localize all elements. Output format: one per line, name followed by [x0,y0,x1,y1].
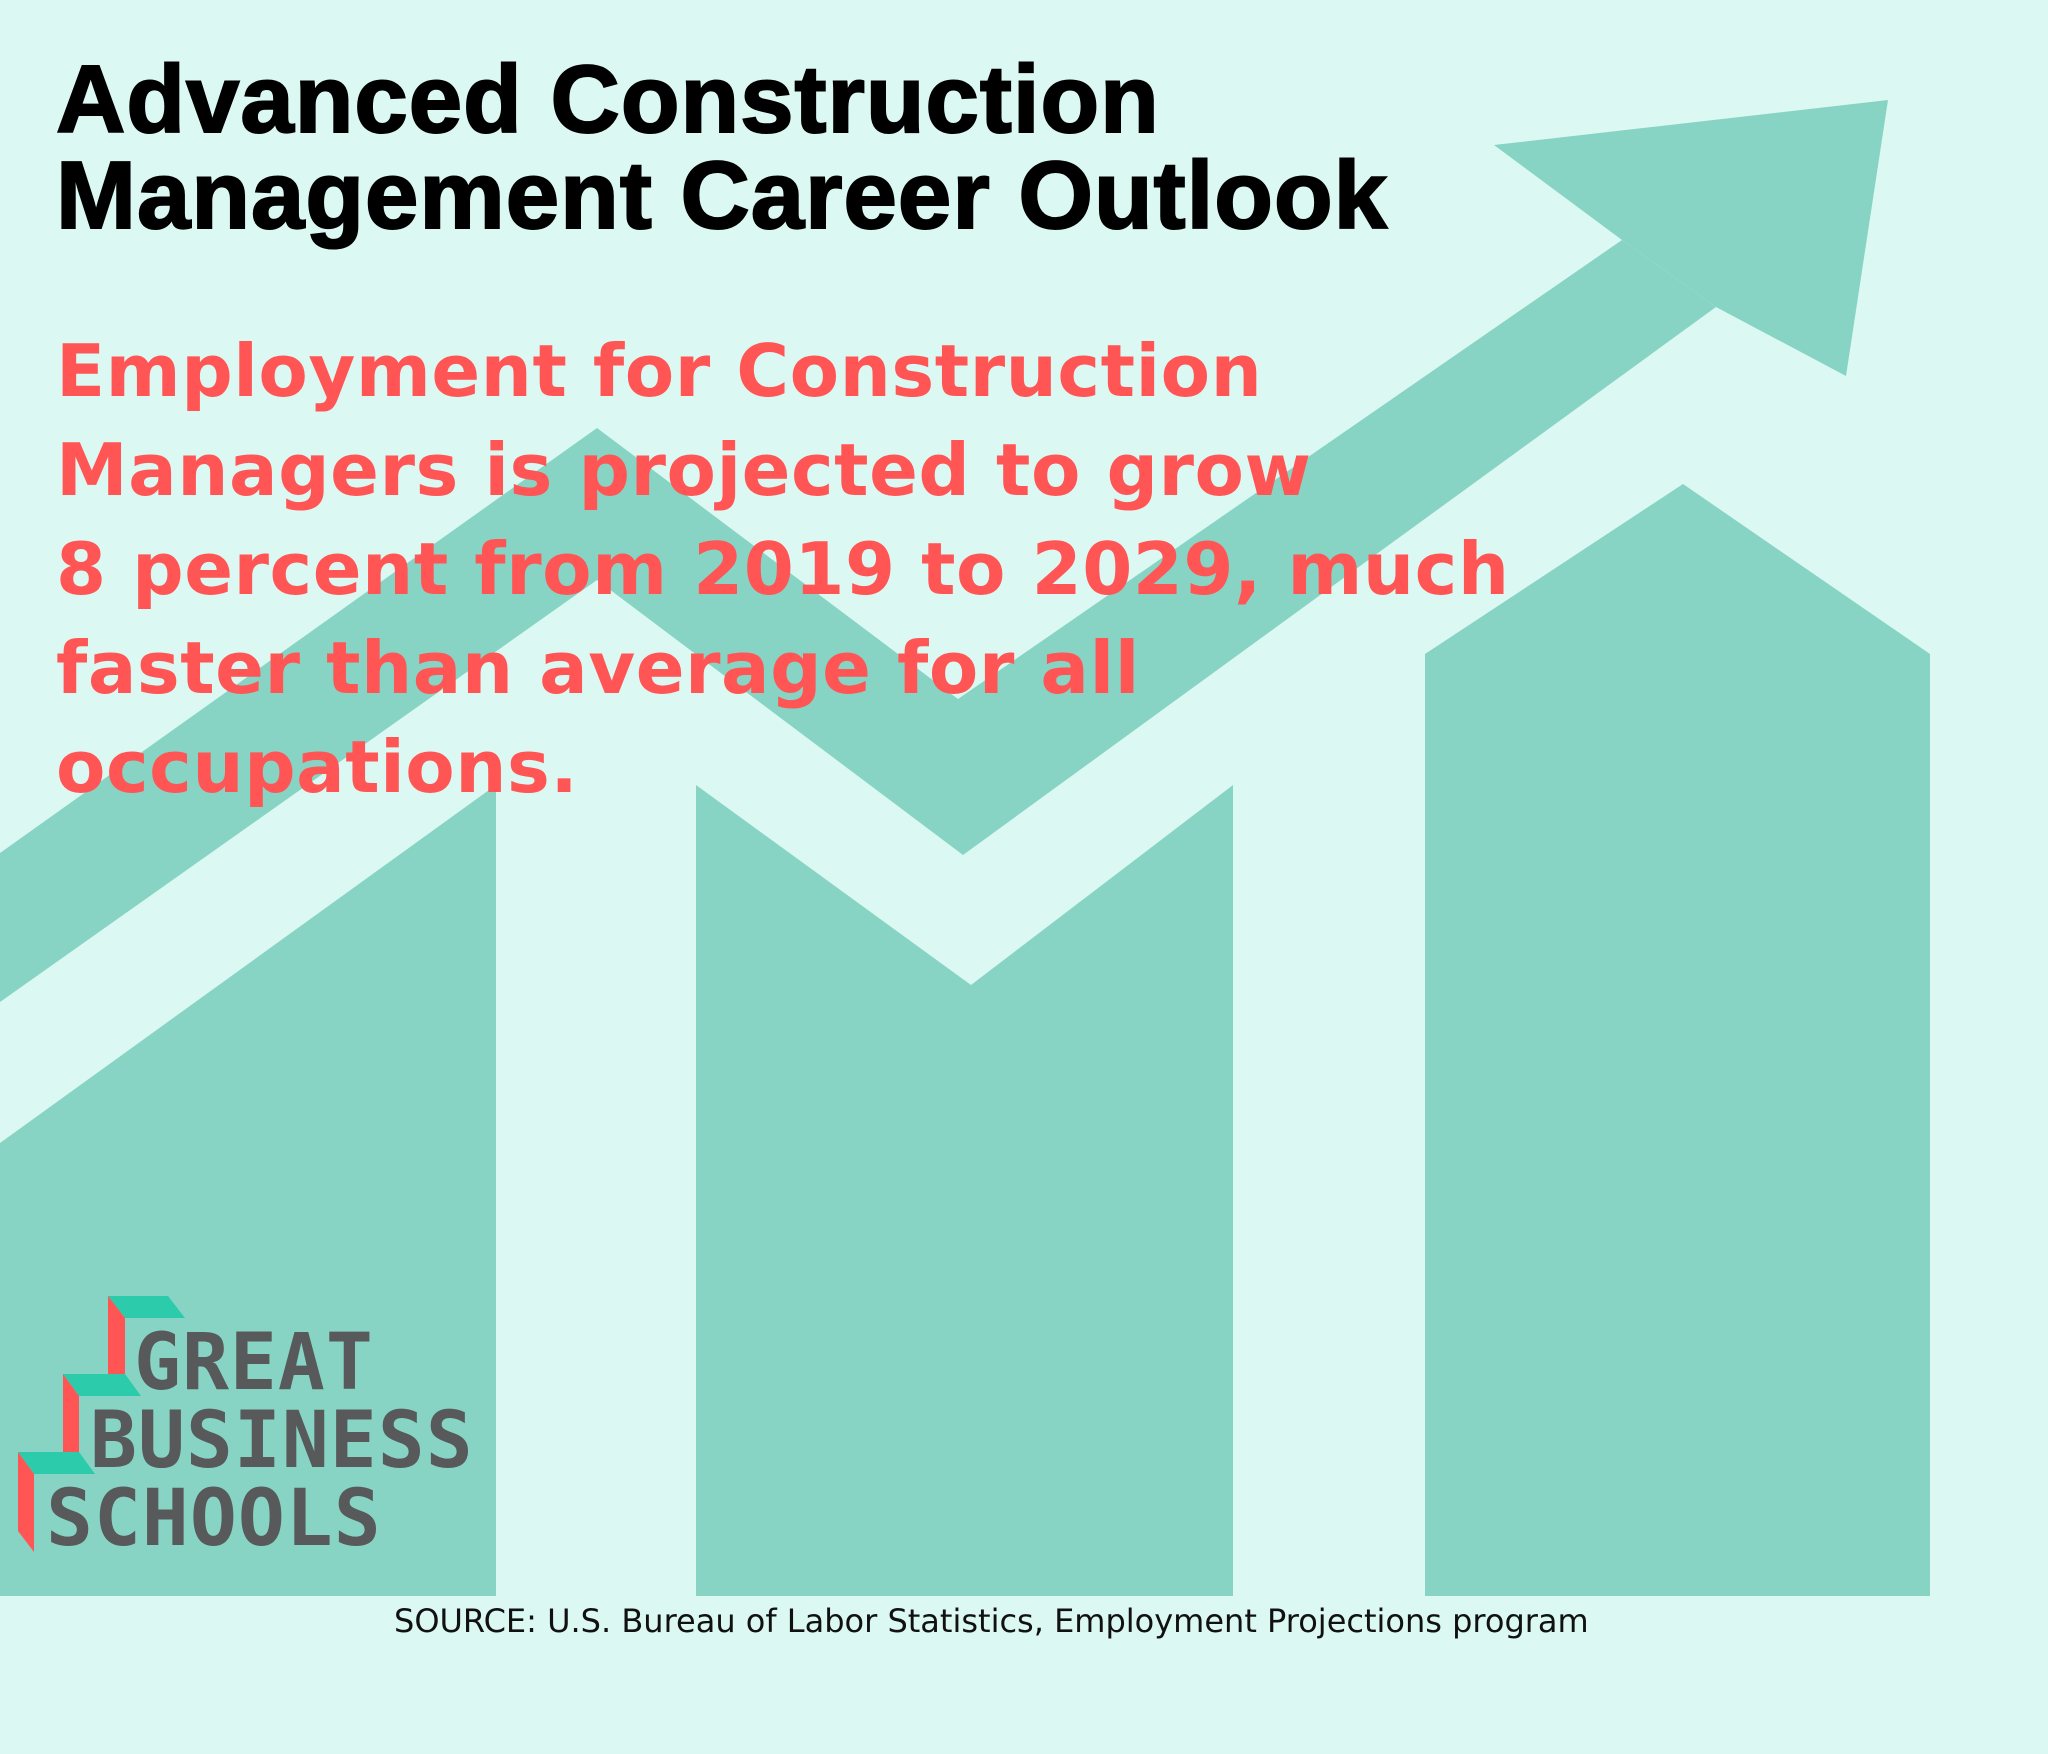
great-business-schools-logo: GREAT BUSINESS SCHOOLS [16,1296,473,1566]
staircase-icon [18,1296,185,1552]
title-line-2: Management Career Outlook [55,142,1388,249]
statement-line-3: 8 percent from 2019 to 2029, much [56,527,1510,611]
logo-text-great: GREAT [134,1318,374,1408]
logo-text-schools: SCHOOLS [46,1474,382,1564]
bar-shape-middle [696,785,1233,1596]
employment-growth-statement: Employment for Construction Managers is … [56,322,1576,817]
title-line-1: Advanced Construction [55,46,1160,153]
arrow-head [1494,100,1888,376]
statement-line-2: Managers is projected to grow [56,428,1312,512]
statement-line-4: faster than average for all [56,626,1140,710]
logo-text-business: BUSINESS [90,1396,474,1486]
statement-line-1: Employment for Construction [56,329,1263,413]
page-title: Advanced Construction Management Career … [55,46,1388,249]
statement-line-5: occupations. [56,725,579,809]
source-citation: SOURCE: U.S. Bureau of Labor Statistics,… [394,1602,1589,1640]
arrow-shaft [0,240,1716,1002]
bar-shape-right [1425,484,1930,1596]
